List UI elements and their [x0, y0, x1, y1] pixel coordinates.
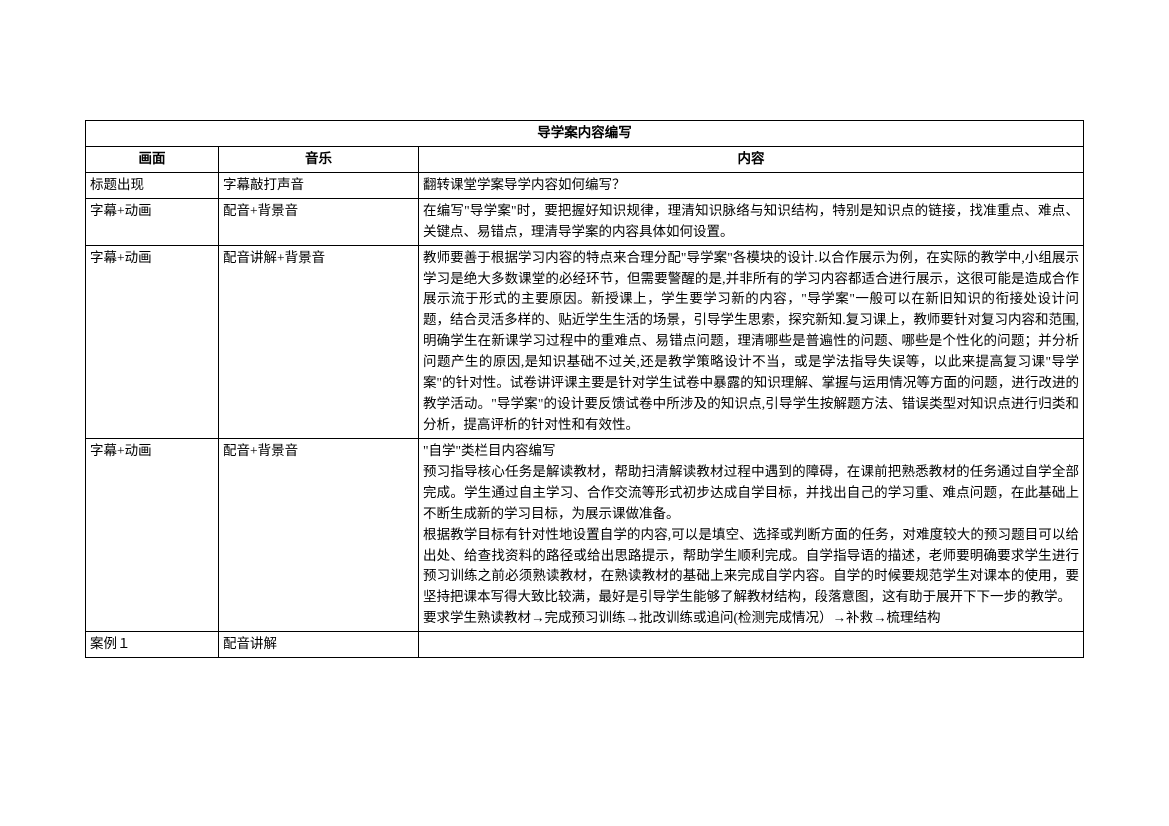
cell-scene: 案例１ [86, 632, 219, 658]
header-col3: 内容 [419, 146, 1084, 172]
table-title-row: 导学案内容编写 [86, 121, 1084, 147]
table-row: 字幕+动画 配音+背景音 "自学"类栏目内容编写预习指导核心任务是解读教材，帮助… [86, 438, 1084, 631]
cell-audio: 配音讲解 [219, 632, 419, 658]
cell-content: 翻转课堂学案导学内容如何编写？ [419, 172, 1084, 198]
header-col2: 音乐 [219, 146, 419, 172]
cell-content: "自学"类栏目内容编写预习指导核心任务是解读教材，帮助扫清解读教材过程中遇到的障… [419, 438, 1084, 631]
cell-content: 教师要善于根据学习内容的特点来合理分配"导学案"各模块的设计.以合作展示为例，在… [419, 245, 1084, 438]
table-header-row: 画面 音乐 内容 [86, 146, 1084, 172]
cell-audio: 字幕敲打声音 [219, 172, 419, 198]
cell-scene: 字幕+动画 [86, 245, 219, 438]
cell-content [419, 632, 1084, 658]
table-row: 字幕+动画 配音讲解+背景音 教师要善于根据学习内容的特点来合理分配"导学案"各… [86, 245, 1084, 438]
table-title: 导学案内容编写 [86, 121, 1084, 147]
cell-audio: 配音+背景音 [219, 198, 419, 245]
cell-audio: 配音+背景音 [219, 438, 419, 631]
cell-scene: 字幕+动画 [86, 438, 219, 631]
header-col1: 画面 [86, 146, 219, 172]
table-row: 标题出现 字幕敲打声音 翻转课堂学案导学内容如何编写？ [86, 172, 1084, 198]
table-row: 案例１ 配音讲解 [86, 632, 1084, 658]
cell-content: 在编写"导学案"时，要把握好知识规律，理清知识脉络与知识结构，特别是知识点的链接… [419, 198, 1084, 245]
document-page: 导学案内容编写 画面 音乐 内容 标题出现 字幕敲打声音 翻转课堂学案导学内容如… [0, 0, 1169, 658]
cell-scene: 字幕+动画 [86, 198, 219, 245]
table-row: 字幕+动画 配音+背景音 在编写"导学案"时，要把握好知识规律，理清知识脉络与知… [86, 198, 1084, 245]
cell-scene: 标题出现 [86, 172, 219, 198]
lesson-plan-table: 导学案内容编写 画面 音乐 内容 标题出现 字幕敲打声音 翻转课堂学案导学内容如… [85, 120, 1084, 658]
cell-audio: 配音讲解+背景音 [219, 245, 419, 438]
